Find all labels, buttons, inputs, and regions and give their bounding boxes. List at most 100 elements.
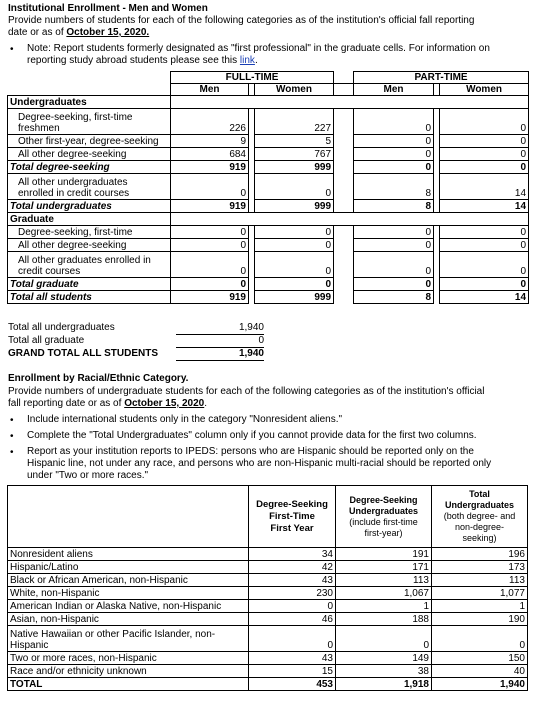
value-cell[interactable]: 0 bbox=[248, 625, 336, 652]
value-cell[interactable]: 767 bbox=[253, 147, 335, 161]
value-cell[interactable]: 453 bbox=[248, 677, 336, 691]
value-cell[interactable]: 0 bbox=[431, 625, 528, 652]
column-spacer bbox=[248, 134, 255, 148]
value-cell[interactable]: 0 bbox=[170, 277, 249, 291]
value-cell[interactable]: 190 bbox=[431, 612, 528, 626]
value-cell[interactable]: 0 bbox=[353, 147, 435, 161]
column-spacer bbox=[248, 147, 255, 161]
value-cell[interactable]: 188 bbox=[335, 612, 432, 626]
value-cell[interactable]: 191 bbox=[335, 547, 432, 561]
value-cell[interactable]: 43 bbox=[248, 651, 336, 665]
column-spacer bbox=[333, 251, 354, 278]
value-cell[interactable]: 0 bbox=[439, 147, 530, 161]
value-cell[interactable]: 8 bbox=[353, 290, 435, 304]
row-label: White, non-Hispanic bbox=[7, 586, 249, 600]
value-cell[interactable]: 149 bbox=[335, 651, 432, 665]
value-cell[interactable]: 919 bbox=[170, 199, 249, 213]
value-cell[interactable]: 0 bbox=[439, 108, 530, 135]
value-cell[interactable]: 0 bbox=[439, 251, 530, 278]
value-cell[interactable]: 1,918 bbox=[335, 677, 432, 691]
value-cell[interactable]: 999 bbox=[253, 290, 335, 304]
value-cell[interactable]: 999 bbox=[253, 160, 335, 174]
value-cell[interactable]: 227 bbox=[253, 108, 335, 135]
value-cell[interactable]: 0 bbox=[253, 173, 335, 200]
value-cell[interactable]: 0 bbox=[353, 225, 435, 239]
value-cell[interactable]: 173 bbox=[431, 560, 528, 574]
value-cell[interactable]: 0 bbox=[353, 238, 435, 252]
value-cell[interactable]: 196 bbox=[431, 547, 528, 561]
value-cell[interactable]: 0 bbox=[248, 599, 336, 613]
column-spacer bbox=[333, 173, 354, 200]
value-cell[interactable]: 5 bbox=[253, 134, 335, 148]
row-label-line: freshmen bbox=[18, 123, 60, 134]
value-cell[interactable]: 150 bbox=[431, 651, 528, 665]
men-header: Men bbox=[170, 83, 249, 96]
value-cell[interactable]: 0 bbox=[253, 277, 335, 291]
value-cell[interactable]: 0 bbox=[439, 225, 530, 239]
value-cell[interactable]: 46 bbox=[248, 612, 336, 626]
value-cell[interactable]: 0 bbox=[170, 238, 249, 252]
row-label: Degree-seeking, first-time bbox=[7, 225, 171, 239]
value-cell[interactable]: 14 bbox=[439, 199, 530, 213]
value-cell[interactable]: 0 bbox=[439, 134, 530, 148]
value-cell[interactable]: 0 bbox=[353, 160, 435, 174]
value-cell[interactable]: 14 bbox=[439, 290, 530, 304]
value-cell[interactable]: 113 bbox=[335, 573, 432, 587]
column-spacer bbox=[433, 160, 440, 174]
value-cell[interactable]: 919 bbox=[170, 290, 249, 304]
row-label: Degree-seeking, first-time freshmen bbox=[7, 108, 171, 135]
value-cell[interactable]: 34 bbox=[248, 547, 336, 561]
value-cell[interactable]: 0 bbox=[170, 173, 249, 200]
value-cell[interactable]: 0 bbox=[353, 108, 435, 135]
value-cell[interactable]: 0 bbox=[253, 238, 335, 252]
value-cell[interactable]: 230 bbox=[248, 586, 336, 600]
enrollment-race-table: Degree-Seeking First-Time First Year Deg… bbox=[7, 485, 528, 691]
value-cell[interactable]: 0 bbox=[335, 625, 432, 652]
value-cell[interactable]: 113 bbox=[431, 573, 528, 587]
value-cell[interactable]: 1,940 bbox=[431, 677, 528, 691]
value-cell[interactable]: 0 bbox=[170, 251, 249, 278]
value-cell[interactable]: 0 bbox=[170, 225, 249, 239]
value-cell[interactable]: 40 bbox=[431, 664, 528, 678]
value-cell[interactable]: 1 bbox=[335, 599, 432, 613]
value-cell[interactable]: 1 bbox=[431, 599, 528, 613]
row-label: American Indian or Alaska Native, non-Hi… bbox=[7, 599, 249, 613]
value-cell[interactable]: 684 bbox=[170, 147, 249, 161]
value-cell[interactable]: 38 bbox=[335, 664, 432, 678]
value-cell[interactable]: 0 bbox=[353, 277, 435, 291]
value-cell[interactable]: 0 bbox=[439, 238, 530, 252]
col-degree-seeking-header: Degree-Seeking Undergraduates (include f… bbox=[335, 485, 432, 548]
section-blank-cell bbox=[169, 212, 530, 226]
value-cell[interactable]: 42 bbox=[248, 560, 336, 574]
header-line: First Year bbox=[270, 522, 314, 534]
value-cell[interactable]: 1,077 bbox=[431, 586, 528, 600]
value-cell[interactable]: 171 bbox=[335, 560, 432, 574]
value-cell[interactable]: 0 bbox=[439, 160, 530, 174]
value-cell[interactable]: 9 bbox=[170, 134, 249, 148]
value-cell[interactable]: 0 bbox=[439, 277, 530, 291]
value-cell[interactable]: 8 bbox=[353, 173, 435, 200]
value-cell[interactable]: 0 bbox=[353, 251, 435, 278]
bullet-text: Hispanic line, not under any race, and p… bbox=[27, 458, 492, 469]
study-abroad-link[interactable]: link bbox=[239, 55, 255, 66]
table-row: Total graduate 0 0 0 0 bbox=[7, 277, 530, 291]
value-cell[interactable]: 15 bbox=[248, 664, 336, 678]
row-label: TOTAL bbox=[7, 677, 249, 691]
column-spacer bbox=[433, 199, 440, 213]
value-cell[interactable]: 1,067 bbox=[335, 586, 432, 600]
value-cell[interactable]: 0 bbox=[253, 225, 335, 239]
header-line: (include first-time bbox=[349, 516, 418, 527]
value-cell[interactable]: 8 bbox=[353, 199, 435, 213]
header-line: Degree-Seeking bbox=[256, 498, 328, 510]
reporting-date: October 15, 2020 bbox=[124, 398, 205, 409]
value-cell[interactable]: 43 bbox=[248, 573, 336, 587]
value-cell[interactable]: 0 bbox=[253, 251, 335, 278]
total-undergrad-row: Total all undergraduates 1,940 bbox=[8, 322, 268, 335]
value-cell[interactable]: 14 bbox=[439, 173, 530, 200]
value-cell[interactable]: 919 bbox=[170, 160, 249, 174]
value-cell[interactable]: 226 bbox=[170, 108, 249, 135]
column-spacer bbox=[248, 277, 255, 291]
value-cell[interactable]: 0 bbox=[353, 134, 435, 148]
row-label: All other degree-seeking bbox=[7, 147, 171, 161]
value-cell[interactable]: 999 bbox=[253, 199, 335, 213]
